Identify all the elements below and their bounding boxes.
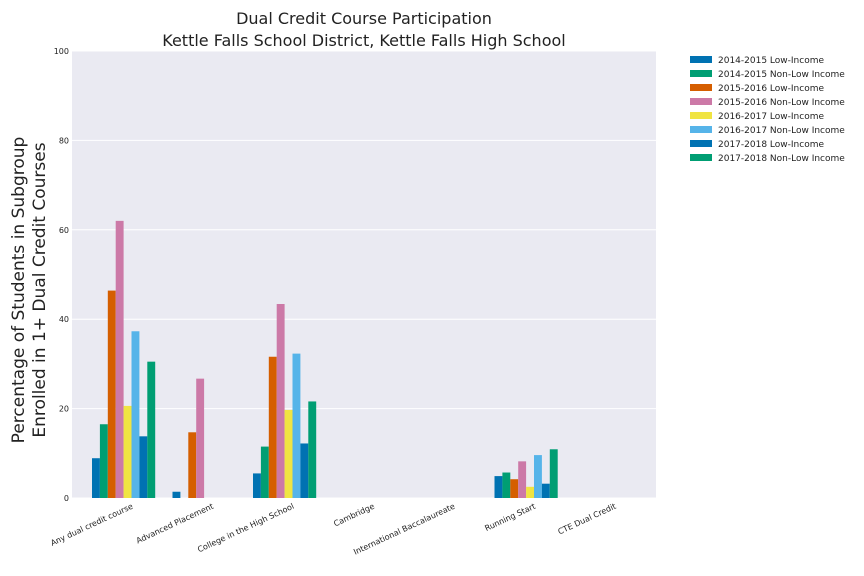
bar: [518, 461, 527, 498]
x-tick-label: Cambridge: [332, 502, 376, 529]
bar: [510, 479, 519, 498]
bar: [196, 378, 205, 498]
legend-swatch: [690, 140, 712, 147]
legend-label: 2015-2016 Low-Income: [718, 84, 824, 94]
legend-swatch: [690, 112, 712, 119]
y-tick-label: 0: [64, 494, 69, 503]
bar: [139, 436, 148, 498]
legend-label: 2014-2015 Low-Income: [718, 56, 824, 66]
bar: [172, 491, 181, 498]
legend-swatch: [690, 56, 712, 63]
y-axis-label-line-1: Percentage of Students in Subgroup: [9, 137, 29, 444]
bar: [276, 304, 285, 498]
bar: [284, 409, 293, 498]
bars: [92, 220, 558, 499]
bar: [541, 483, 550, 498]
bar: [107, 290, 116, 498]
bar: [549, 449, 558, 498]
plot-area: [72, 51, 656, 498]
legend-swatch: [690, 154, 712, 161]
bar: [188, 432, 197, 498]
legend-swatch: [690, 84, 712, 91]
bar: [300, 443, 309, 498]
legend: 2014-2015 Low-Income 2014-2015 Non-Low In…: [690, 56, 845, 164]
legend-label: 2015-2016 Non-Low Income: [718, 98, 845, 108]
bar: [502, 472, 511, 498]
bar: [131, 331, 140, 498]
legend-label: 2016-2017 Low-Income: [718, 112, 824, 122]
legend-swatch: [690, 126, 712, 133]
gridlines: [72, 50, 656, 499]
legend-label: 2014-2015 Non-Low Income: [718, 70, 845, 80]
bar: [308, 401, 317, 498]
bar: [253, 473, 261, 498]
bar: [92, 458, 100, 498]
x-tick-label: CTE Dual Credit: [557, 502, 618, 537]
bar: [268, 356, 277, 498]
legend-swatch: [690, 70, 712, 77]
x-tick-label: Advanced Placement: [135, 502, 215, 546]
x-tick-labels: Any dual credit course Advanced Placement…: [49, 502, 617, 557]
bar: [147, 361, 156, 498]
y-tick-label: 60: [59, 226, 69, 235]
legend-label: 2017-2018 Non-Low Income: [718, 154, 845, 164]
bar: [123, 405, 132, 498]
legend-swatch: [690, 98, 712, 105]
x-tick-label: Running Start: [483, 502, 537, 533]
legend-label: 2016-2017 Non-Low Income: [718, 126, 845, 136]
bar: [99, 424, 108, 498]
bar: [115, 220, 124, 499]
chart-title-line-1: Dual Credit Course Participation: [236, 9, 492, 28]
y-tick-label: 80: [59, 136, 69, 145]
y-tick-labels: 0 20 40 60 80 100: [54, 47, 69, 503]
y-tick-label: 40: [59, 315, 69, 324]
bar: [292, 353, 301, 498]
chart-title-line-2: Kettle Falls School District, Kettle Fal…: [162, 31, 565, 50]
x-tick-label: Any dual credit course: [49, 502, 134, 548]
bar: [526, 486, 534, 498]
y-tick-label: 20: [59, 405, 69, 414]
bar: [534, 455, 542, 498]
y-axis-label-line-2: Enrolled in 1+ Dual Credit Courses: [30, 142, 50, 437]
y-tick-label: 100: [54, 47, 69, 56]
bar: [494, 476, 503, 498]
bar: [260, 446, 269, 498]
legend-label: 2017-2018 Low-Income: [718, 140, 824, 150]
